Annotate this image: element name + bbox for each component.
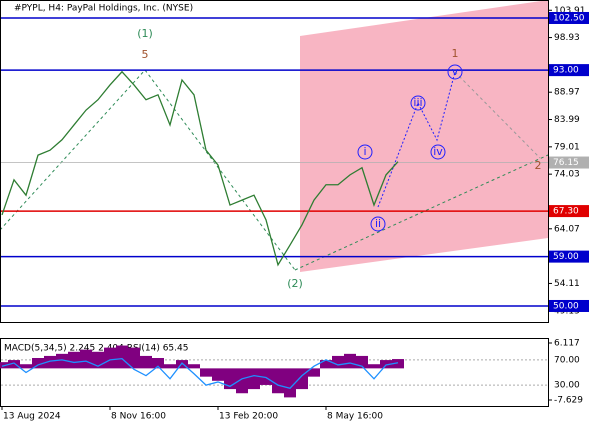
- macd-bar: [392, 359, 404, 369]
- rsi-line: [1, 357, 399, 389]
- macd-bar: [344, 353, 356, 369]
- forecast-path: [454, 71, 541, 159]
- y-tick-label: 64.07: [554, 224, 580, 234]
- macd-bar: [8, 360, 20, 369]
- level-box: [549, 299, 589, 312]
- wave-label: i: [363, 145, 366, 158]
- macd-bar: [128, 347, 140, 369]
- macd-bar: [284, 368, 296, 398]
- macd-bar: [20, 364, 32, 369]
- wave-markers: [357, 64, 463, 232]
- level-box: [549, 64, 589, 77]
- y-tick-label: 103.91: [554, 6, 586, 16]
- macd-bar: [176, 360, 188, 369]
- macd-bar: [236, 368, 248, 394]
- macd-bar: [80, 349, 92, 369]
- macd-bar: [140, 355, 152, 369]
- level-label: 50.00: [553, 301, 579, 311]
- macd-bar: [308, 368, 320, 377]
- y-tick-label: 98.93: [554, 33, 580, 43]
- macd-bar: [116, 345, 128, 369]
- x-tick-label: 8 May 16:00: [327, 412, 383, 422]
- chart-title: #PYPL, H4: PayPal Holdings, Inc. (NYSE): [14, 4, 193, 14]
- trend-line: [294, 154, 549, 271]
- macd-bar: [260, 368, 272, 385]
- x-tick-label: 13 Feb 20:00: [219, 412, 278, 422]
- macd-bar: [104, 347, 116, 369]
- macd-bar: [212, 368, 224, 381]
- macd-bar: [320, 360, 332, 369]
- y2-tick-label: 70.00: [554, 355, 580, 365]
- wave-label: ii: [375, 217, 381, 230]
- level-box: [549, 156, 589, 169]
- wave-label: 1: [452, 47, 459, 60]
- wave-label: iv: [433, 145, 443, 158]
- macd-bar: [164, 364, 176, 369]
- level-label: 102.50: [553, 13, 585, 23]
- y-tick-label: 6.117: [554, 339, 580, 349]
- x-tick-label: 13 Aug 2024: [3, 412, 61, 422]
- wave-label: 5: [142, 48, 149, 61]
- y-tick-label: 54.11: [554, 279, 580, 289]
- level-label: 59.00: [553, 252, 579, 262]
- macd-bar: [296, 368, 308, 390]
- wave-label: 2: [535, 159, 542, 172]
- macd-bar: [32, 357, 44, 369]
- y-tick-label: -7.629: [554, 396, 583, 406]
- forecast-path: [377, 71, 456, 208]
- y-tick-label: 88.97: [554, 88, 580, 98]
- y-tick-label: 83.99: [554, 115, 580, 125]
- level-box: [549, 205, 589, 218]
- indicator-title: MACD(5,34,5) 2.245 2.404 RSI(14) 65.45: [4, 344, 188, 354]
- macd-bar: [332, 355, 344, 369]
- wave-label: iii: [413, 96, 422, 109]
- price-line: [1, 70, 399, 267]
- plot-frame: [0, 0, 549, 323]
- macd-bar: [188, 364, 200, 369]
- level-label: 67.30: [553, 207, 579, 217]
- macd-bar: [56, 353, 68, 369]
- macd-bar: [44, 355, 56, 369]
- x-tick-label: 8 Nov 16:00: [111, 412, 166, 422]
- y-tick-label: 74.03: [554, 170, 580, 180]
- macd-bar: [152, 357, 164, 369]
- wave-label: (2): [287, 277, 303, 290]
- macd-bar: [272, 368, 284, 394]
- macd-bar: [368, 364, 380, 369]
- macd-bar: [200, 368, 212, 377]
- level-label: 93.00: [553, 66, 579, 76]
- wave-label: v: [452, 65, 459, 78]
- level-box: [549, 11, 589, 24]
- macd-bar: [380, 360, 392, 369]
- wave-label: (1): [137, 27, 153, 40]
- macd-bar: [68, 351, 80, 369]
- level-label: 76.15: [553, 158, 579, 168]
- y2-tick-label: 30.00: [554, 381, 580, 391]
- forecast-channel: [300, 0, 548, 272]
- y-tick-label: 79.01: [554, 142, 580, 152]
- indicator-frame: [0, 338, 549, 407]
- level-box: [549, 250, 589, 263]
- macd-bar: [248, 368, 260, 390]
